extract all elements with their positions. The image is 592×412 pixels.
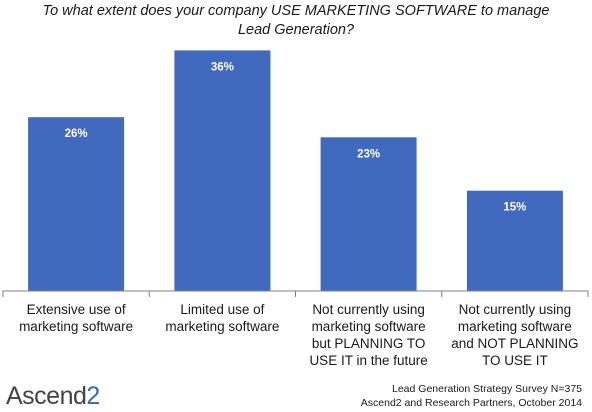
logo-word: Ascend [6,382,87,410]
data-label-2: 36% [211,61,234,73]
category-label-4-line-4: TO USE IT [482,353,548,368]
chart-title: To what extent does your company USE MAR… [20,2,572,40]
logo-digit: 2 [86,382,100,410]
data-label-3: 23% [357,148,380,160]
source-line-1: Lead Generation Strategy Survey N=375 [392,383,582,395]
source-note: Lead Generation Strategy Survey N=375 As… [361,382,582,410]
bar-4 [466,190,563,291]
category-label-4-line-3: and NOT PLANNING [451,336,578,351]
category-label-2-line-2: marketing software [165,319,279,334]
data-label-4: 15% [503,202,526,214]
source-line-2: Ascend2 and Research Partners, October 2… [360,397,582,409]
chart-title-line-1: To what extent does your company USE MAR… [42,3,550,19]
bar-1 [28,117,125,291]
category-label-3-line-4: USE IT in the future [309,353,427,368]
category-label-1-line-1: Extensive use of [27,302,126,317]
category-label-3-line-1: Not currently using [312,302,425,317]
category-label-2-line-1: Limited use of [180,302,264,317]
ascend2-logo: Ascend2 [6,382,100,411]
category-label-4-line-2: marketing software [458,319,572,334]
bar-3 [320,137,417,291]
category-label-3-line-3: but PLANNING TO [312,336,426,351]
category-label-3-line-2: marketing software [312,319,426,334]
category-label-4-line-1: Not currently using [459,302,572,317]
chart-title-line-2: Lead Generation? [237,22,355,38]
data-label-1: 26% [65,128,88,140]
category-label-1-line-2: marketing software [19,319,133,334]
bar-2 [174,50,271,292]
